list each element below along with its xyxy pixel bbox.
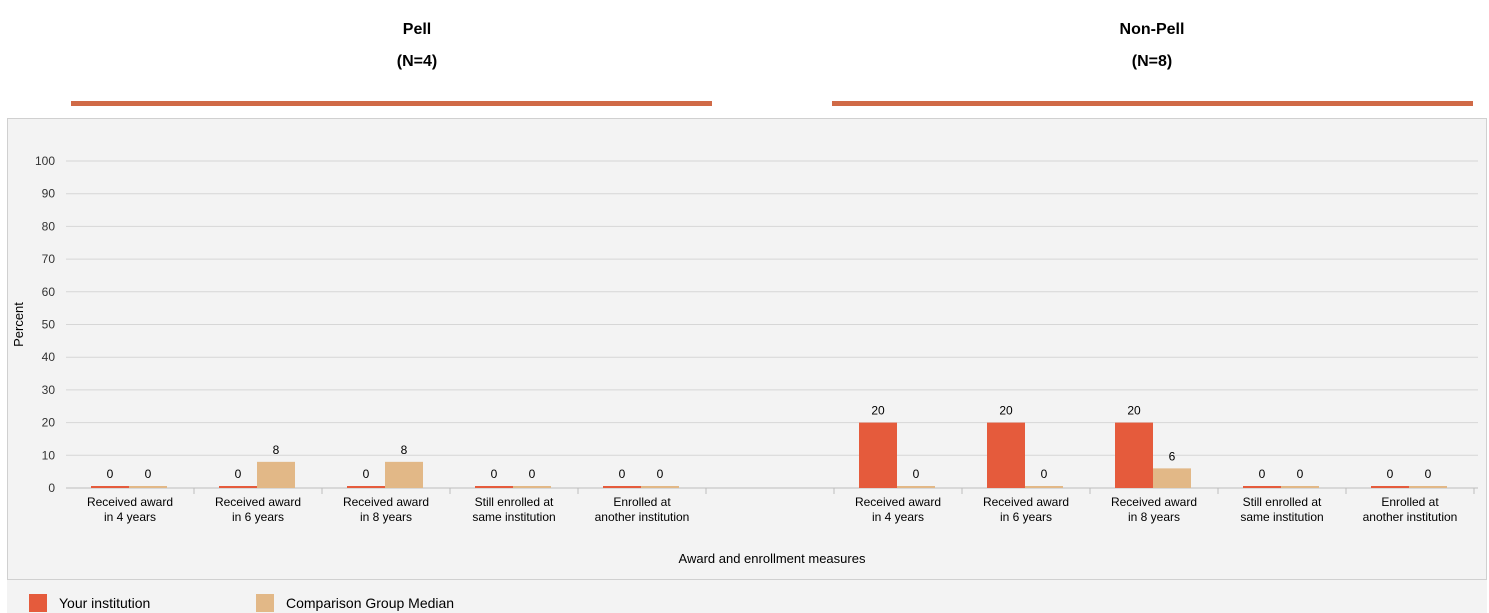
bar-pell-your-institution [475,486,513,488]
panel-underline-nonpell [832,101,1473,106]
bar-pell-your-institution [219,486,257,488]
category-label: Enrolled at [1381,495,1439,509]
data-label: 20 [1127,404,1141,418]
category-label: Received award [1111,495,1197,509]
category-label: Still enrolled at [1243,495,1322,509]
panel-title-pell-n: (N=4) [396,53,438,70]
category-label: Still enrolled at [475,495,554,509]
panel-underline-pell [71,101,712,106]
category-label: in 6 years [232,510,284,524]
data-label: 0 [1425,467,1432,481]
x-axis-label: Award and enrollment measures [679,551,866,566]
legend-label-comparison: Comparison Group Median [286,595,455,611]
category-label: Received award [215,495,301,509]
bar-non-pell-comparison-median [1153,468,1191,488]
data-label: 0 [529,467,536,481]
bar-non-pell-your-institution [1115,422,1153,488]
category-label: in 4 years [104,510,156,524]
category-label: Received award [855,495,941,509]
bar-non-pell-your-institution [1371,486,1409,488]
legend-item-comparison: Comparison Group Median [256,594,454,612]
bar-pell-your-institution [603,486,641,488]
y-tick-label-0: 0 [48,481,55,495]
data-label: 20 [999,404,1013,418]
category-label: same institution [472,510,555,524]
category-label: Enrolled at [613,495,671,509]
data-label: 6 [1169,449,1176,463]
y-tick-label-90: 90 [42,187,56,201]
category-label: another institution [595,510,690,524]
data-label: 0 [1297,467,1304,481]
data-label: 8 [273,443,280,457]
category-label: in 4 years [872,510,924,524]
category-label: Received award [343,495,429,509]
y-tick-label-60: 60 [42,285,56,299]
data-label: 8 [401,443,408,457]
bar-pell-comparison-median [129,486,167,488]
category-label: Received award [87,495,173,509]
data-label: 0 [363,467,370,481]
data-label: 0 [235,467,242,481]
y-tick-label-30: 30 [42,383,56,397]
bar-pell-your-institution [347,486,385,488]
bar-pell-your-institution [91,486,129,488]
data-label: 0 [619,467,626,481]
y-axis-label: Percent [11,302,26,347]
chart-area: 0 10 20 30 40 50 60 70 80 90 100 Percent Award and e… [7,118,1487,613]
data-label: 0 [491,467,498,481]
panel-title-pell-name: Pell [402,21,432,38]
bar-non-pell-your-institution [1243,486,1281,488]
category-label: in 8 years [360,510,412,524]
y-tick-label-80: 80 [42,219,56,233]
data-label: 0 [1387,467,1394,481]
y-tick-label-20: 20 [42,416,56,430]
bar-non-pell-comparison-median [1409,486,1447,488]
data-label: 0 [1259,467,1266,481]
category-label: another institution [1363,510,1458,524]
y-tick-label-10: 10 [42,448,56,462]
bar-non-pell-your-institution [859,422,897,488]
legend-swatch-comparison [256,594,274,612]
category-label: Received award [983,495,1069,509]
bar-pell-comparison-median [513,486,551,488]
data-label: 0 [1041,467,1048,481]
category-label: in 6 years [1000,510,1052,524]
bar-pell-comparison-median [385,461,423,488]
chart-legend: Your institution Comparison Group Median [7,579,1487,613]
y-tick-label-100: 100 [35,154,55,168]
category-label: in 8 years [1128,510,1180,524]
legend-item-your-institution: Your institution [29,594,150,612]
y-tick-label-40: 40 [42,350,56,364]
category-label: same institution [1240,510,1323,524]
bar-non-pell-comparison-median [897,486,935,488]
bar-pell-comparison-median [257,461,295,488]
data-label: 20 [871,404,885,418]
y-tick-label-50: 50 [42,318,56,332]
bar-pell-comparison-median [641,486,679,488]
panel-title-nonpell-name: Non-Pell [1119,21,1185,38]
legend-swatch-your-institution [29,594,47,612]
panel-title-pell: Pell (N=4) [267,14,567,78]
y-tick-label-70: 70 [42,252,56,266]
legend-label-your-institution: Your institution [59,595,151,611]
data-label: 0 [657,467,664,481]
data-label: 0 [107,467,114,481]
bar-non-pell-comparison-median [1025,486,1063,488]
panel-title-nonpell-n: (N=8) [1131,53,1173,70]
data-label: 0 [913,467,920,481]
bar-non-pell-comparison-median [1281,486,1319,488]
panel-title-nonpell: Non-Pell (N=8) [1002,14,1302,78]
data-label: 0 [145,467,152,481]
bar-non-pell-your-institution [987,422,1025,488]
